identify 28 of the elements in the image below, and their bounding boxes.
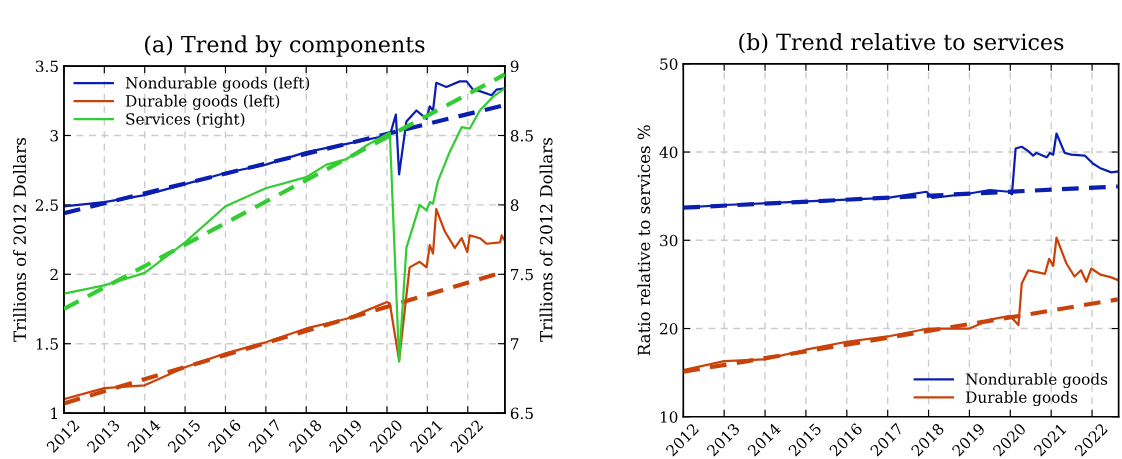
y2-tick-label: 8.5	[510, 129, 533, 142]
y2-tick-label: 7	[511, 338, 519, 350]
y2-axis-title: Trillions of 2012 Dollars	[539, 138, 553, 342]
y2-tick-label: 8	[510, 199, 519, 211]
chart-title: (b) Trend relative to services	[739, 33, 1064, 54]
y-tick-label: 1.5	[36, 338, 58, 350]
y-tick-label: 2.5	[35, 199, 58, 211]
y-tick-label: 3	[50, 129, 58, 142]
legend-label: Durable goods	[965, 391, 1078, 407]
y2-tick-label: 9	[510, 60, 519, 73]
y2-tick-label: 7.5	[511, 268, 533, 281]
y-axis-title: Ratio relative to services %	[637, 125, 651, 356]
legend-label: Nondurable goods (left)	[125, 76, 310, 92]
legend-label: Durable goods (left)	[125, 94, 280, 110]
chart-title: (a) Trend by components	[145, 35, 425, 58]
legend-label: Nondurable goods	[965, 373, 1108, 389]
line-series	[63, 207, 505, 401]
y-tick-label: 10	[660, 411, 678, 423]
y2-tick-label: 6.5	[510, 407, 533, 420]
y-tick-label: 50	[660, 58, 678, 70]
legend-label: Services (right)	[126, 112, 245, 128]
y-axis-title: Trillions of 2012 Dollars	[13, 138, 27, 342]
y-tick-label: 1	[51, 407, 57, 419]
y-tick-label: 40	[659, 146, 678, 159]
y-tick-label: 2	[50, 268, 58, 281]
y-tick-label: 20	[660, 322, 678, 335]
y-tick-label: 30	[660, 234, 678, 247]
y-tick-label: 3.5	[35, 60, 58, 73]
